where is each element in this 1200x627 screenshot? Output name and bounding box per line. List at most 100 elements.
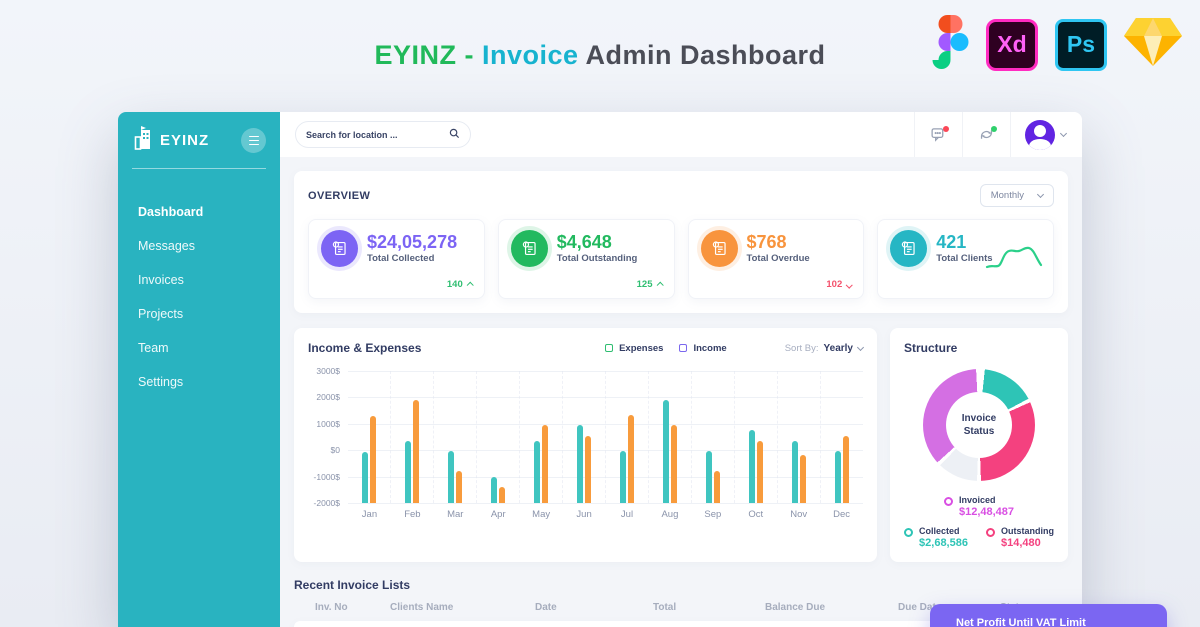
donut-legend: Invoiced $12,48,487 Collected $2,68,586 Outs… (904, 495, 1054, 549)
trend-down-icon (845, 281, 853, 289)
sort-by-select[interactable]: Sort By: Yearly (785, 343, 865, 354)
messages-notification-button[interactable] (914, 112, 962, 157)
sidebar-item-dashboard[interactable]: Dashboard (138, 205, 204, 219)
gridline (348, 503, 863, 504)
activity-badge-dot (991, 126, 997, 132)
bar-income (585, 435, 591, 503)
invoice-icon (321, 230, 358, 267)
donut-center-label: Invoice Status (946, 392, 1012, 458)
x-tick-label: Oct (748, 509, 764, 520)
design-tool-icons: Xd Ps (932, 15, 1182, 74)
stat-card-total-clients: 421 Total Clients (877, 219, 1054, 299)
sidebar: EYINZ Dashboard Messages Invoices Projects T… (118, 112, 280, 627)
stat-card-total-overdue: $768 Total Overdue 102 (687, 219, 865, 299)
bar-expenses (362, 451, 368, 503)
trend-up-icon (466, 281, 474, 289)
recent-invoices-title: Recent Invoice Lists (294, 578, 411, 592)
trend-badge: 140 (447, 279, 474, 290)
bar-group-aug (649, 371, 692, 503)
legend-swatch (679, 344, 688, 352)
bar-income (671, 425, 677, 503)
bar-income (370, 415, 376, 503)
invoice-icon (890, 230, 928, 267)
stat-label: Total Collected (367, 253, 435, 265)
bar-income (456, 471, 462, 503)
bar-income (843, 435, 849, 503)
sidebar-item-projects[interactable]: Projects (138, 307, 184, 321)
y-tick-label: $0 (330, 445, 340, 456)
y-tick-label: -2000$ (313, 498, 340, 508)
sidebar-item-invoices[interactable]: Invoices (138, 273, 184, 287)
legend-item-income[interactable]: Income (679, 343, 727, 354)
user-menu[interactable] (1010, 112, 1082, 157)
sidebar-toggle-button[interactable] (241, 128, 266, 153)
activity-notification-button[interactable] (962, 112, 1010, 157)
search-icon[interactable] (449, 126, 460, 144)
invoice-column-header: Due Date (898, 602, 942, 613)
x-tick-label: Apr (490, 509, 506, 520)
sidebar-item-messages[interactable]: Messages (138, 239, 195, 253)
brand-text: EYINZ (374, 40, 457, 70)
x-tick-label: Sep (704, 509, 722, 520)
donut-legend-item-collected[interactable]: Collected $2,68,586 (904, 526, 968, 549)
y-tick-label: -1000$ (313, 471, 340, 482)
bar-expenses (620, 451, 626, 503)
dashboard-window: EYINZ Dashboard Messages Invoices Projects T… (118, 112, 1082, 627)
overview-title: OVERVIEW (308, 189, 371, 202)
donut-legend-item-invoiced[interactable]: Invoiced $12,48,487 (943, 495, 1014, 518)
legend-ring-icon (985, 528, 995, 537)
content-area: OVERVIEW Monthly $24,05,278 Total Collect… (280, 157, 1082, 627)
donut-legend-value: $2,68,586 (919, 537, 968, 549)
period-select[interactable]: Monthly (979, 184, 1054, 207)
invoice-column-header: Clients Name (390, 602, 454, 613)
bar-group-jan (348, 371, 391, 503)
bar-expenses (706, 451, 712, 503)
bar-income (542, 425, 548, 503)
invoice-column-header: Total (653, 602, 677, 613)
x-tick-label: Jul (620, 509, 634, 520)
stat-value: 421 (936, 231, 967, 252)
sidebar-item-settings[interactable]: Settings (138, 375, 184, 389)
bar-group-nov (778, 371, 821, 503)
building-logo-icon (132, 125, 154, 156)
donut-chart: Invoice Status (923, 369, 1035, 481)
page-title: EYINZ - Invoice Admin Dashboard (0, 40, 1200, 71)
bar-income (757, 440, 763, 503)
overview-panel: OVERVIEW Monthly $24,05,278 Total Collect… (294, 171, 1068, 313)
bar-group-dec (821, 371, 863, 503)
search-input[interactable] (306, 129, 449, 140)
bar-group-sep (692, 371, 735, 503)
legend-item-expenses[interactable]: Expenses (605, 343, 663, 354)
bar-group-jul (606, 371, 649, 503)
x-tick-label: Jan (361, 509, 378, 520)
sidebar-logo: EYINZ (118, 112, 280, 166)
sidebar-item-team[interactable]: Team (138, 341, 169, 355)
page-header: EYINZ - Invoice Admin Dashboard Xd Ps (0, 0, 1200, 105)
donut-legend-value: $14,480 (1000, 537, 1041, 549)
x-axis: Jan Feb Mar Apr May Jun Jul Aug Sep Oct Nov Dec (348, 509, 863, 520)
income-expenses-panel: Income & Expenses Expenses Income Sort By… (294, 328, 877, 562)
sidebar-logo-text: EYINZ (160, 132, 210, 149)
stat-label: Total Overdue (746, 253, 810, 265)
invoice-column-header: Date (535, 602, 557, 613)
bar-group-mar (434, 371, 477, 503)
bar-group-apr (477, 371, 520, 503)
net-profit-tooltip: Net Profit Until VAT Limit (930, 604, 1167, 627)
y-axis: 3000$ 2000$ 1000$ $0 -1000$ -2000$ (308, 366, 348, 508)
x-tick-label: Jun (576, 509, 592, 520)
chevron-down-icon (1059, 129, 1068, 138)
invoice-table-row[interactable] (294, 621, 1068, 627)
bar-income (413, 400, 419, 503)
plot-area (348, 371, 863, 504)
sidebar-nav: Dashboard Messages Invoices Projects Team Set… (118, 169, 280, 399)
title-highlight: Invoice (481, 40, 579, 70)
bar-income (714, 471, 720, 503)
stat-card-total-collected: $24,05,278 Total Collected 140 (308, 219, 485, 299)
donut-legend-item-outstanding[interactable]: Outstanding $14,480 (985, 526, 1054, 549)
photoshop-icon: Ps (1055, 18, 1107, 71)
stat-value: $24,05,278 (367, 231, 458, 252)
donut-legend-label: Invoiced (958, 495, 996, 505)
chevron-down-icon (856, 343, 865, 351)
